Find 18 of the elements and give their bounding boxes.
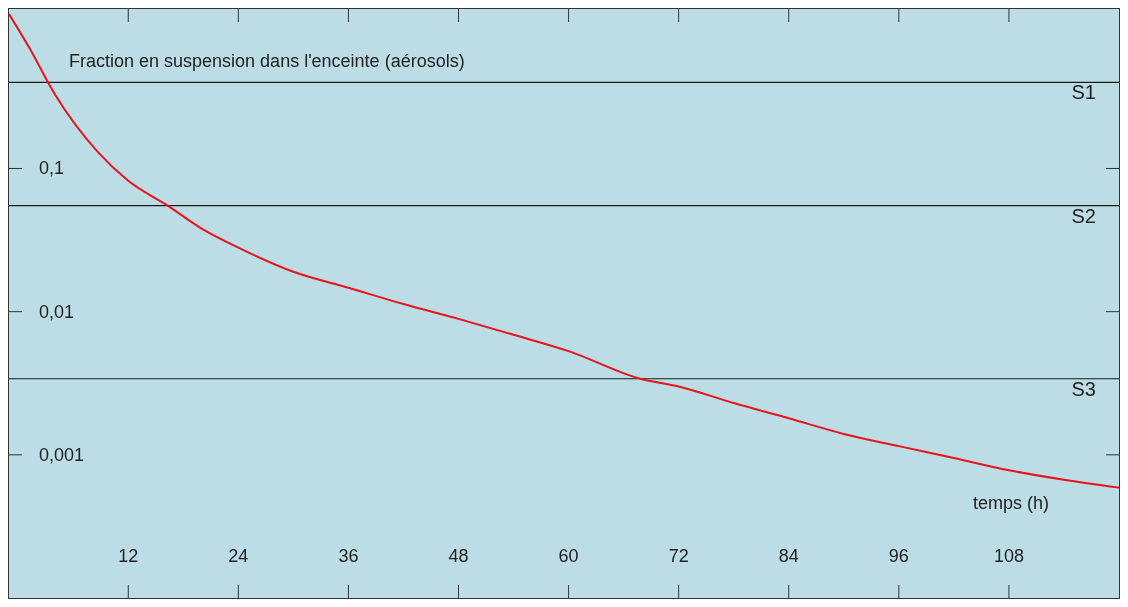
y-tick-label: 0,1 xyxy=(39,158,65,179)
x-axis-title: temps (h) xyxy=(972,493,1049,514)
line-series xyxy=(9,12,1119,489)
ref-line-label: S3 xyxy=(1071,377,1096,400)
x-tick-label: 60 xyxy=(558,546,579,566)
y-tick-label: 0,01 xyxy=(39,301,75,322)
x-tick-label: 36 xyxy=(338,546,359,566)
x-tick-label: 108 xyxy=(993,546,1024,566)
x-tick-label: 96 xyxy=(888,546,909,566)
x-tick-label: 84 xyxy=(778,546,799,566)
y-tick-label: 0,001 xyxy=(39,444,85,465)
ref-line-label: S1 xyxy=(1071,81,1096,104)
y-axis-title: Fraction en suspension dans l'enceinte (aérosols) xyxy=(69,51,465,72)
ref-line-label: S2 xyxy=(1071,204,1096,227)
x-tick-label: 24 xyxy=(228,546,249,566)
x-tick-label: 72 xyxy=(668,546,689,566)
x-tick-label: 12 xyxy=(118,546,139,566)
x-tick-label: 48 xyxy=(448,546,469,566)
